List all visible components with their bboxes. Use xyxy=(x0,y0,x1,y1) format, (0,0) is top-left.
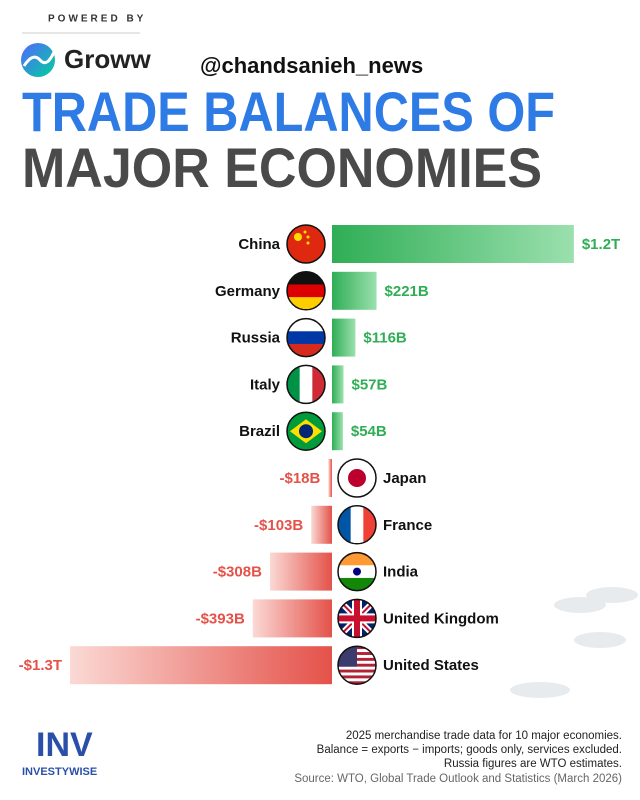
category-label: Italy xyxy=(250,376,281,393)
brand-icon-line xyxy=(22,51,56,67)
flag-border xyxy=(286,364,326,405)
bar xyxy=(332,365,344,404)
bar xyxy=(332,271,377,310)
value-label: $57B xyxy=(351,376,387,393)
chart: $1.2T China $221B Germany $116B Russia $57B Ita… xyxy=(19,224,620,685)
category-label: United Kingdom xyxy=(383,610,499,627)
logo-text: INVESTYWISE xyxy=(22,766,97,778)
flag xyxy=(338,459,376,497)
flag-part xyxy=(348,469,366,487)
bar xyxy=(332,225,574,263)
category-label: China xyxy=(238,236,280,253)
flag-part xyxy=(353,567,361,576)
bar xyxy=(70,646,332,685)
flag-part xyxy=(338,672,376,676)
category-label: United States xyxy=(383,657,479,674)
flag-part xyxy=(338,675,376,679)
category-label: Brazil xyxy=(239,423,280,440)
value-label: -$18B xyxy=(280,470,321,487)
bar xyxy=(269,552,332,591)
flag-part xyxy=(299,365,313,404)
bar xyxy=(332,412,343,451)
flag xyxy=(338,599,376,638)
value-label: -$1.3T xyxy=(19,657,62,674)
footnote: Russia figures are WTO estimates. xyxy=(444,758,622,770)
category-label: India xyxy=(383,564,419,581)
flag-border xyxy=(286,224,326,264)
value-label: -$393B xyxy=(196,610,245,627)
flag-part xyxy=(287,331,325,345)
flag-part xyxy=(338,681,376,685)
flag-part xyxy=(294,233,302,241)
value-label: $54B xyxy=(351,423,387,440)
flag-part xyxy=(306,235,310,239)
coins-decoration xyxy=(510,587,638,698)
flag-part xyxy=(350,505,364,544)
flag-border xyxy=(286,317,326,358)
flag-border xyxy=(337,458,377,498)
logo-mark: INV xyxy=(36,726,93,764)
value-label: $1.2T xyxy=(582,236,620,253)
value-label: $116B xyxy=(363,330,407,347)
title-line: MAJOR ECONOMIES xyxy=(22,136,542,199)
title-line: TRADE BALANCES OF xyxy=(22,80,555,143)
bar xyxy=(252,599,332,638)
flag-border xyxy=(286,411,326,451)
flag xyxy=(287,412,325,451)
flag-part xyxy=(354,599,360,638)
flag-part xyxy=(306,241,310,245)
flag-border xyxy=(286,271,326,311)
flag-border xyxy=(337,505,377,545)
footnote: Balance = exports − imports; goods only,… xyxy=(317,744,622,756)
category-label: Germany xyxy=(215,283,281,300)
value-label: $221B xyxy=(385,283,429,300)
footnote: 2025 merchandise trade data for 10 major… xyxy=(346,730,622,742)
bar xyxy=(311,505,332,544)
flag-border xyxy=(337,551,377,592)
handle: @chandsanieh_news xyxy=(200,53,423,78)
value-label: -$103B xyxy=(254,517,303,534)
value-label: -$308B xyxy=(213,564,262,581)
flag-part xyxy=(299,424,313,439)
flag-border xyxy=(337,645,377,685)
flag-part xyxy=(338,666,376,670)
powered-by: POWERED BY xyxy=(48,14,146,25)
category-label: Russia xyxy=(231,330,281,347)
flag-part xyxy=(303,230,307,234)
flag-border xyxy=(337,598,377,639)
category-label: France xyxy=(383,517,432,534)
flag xyxy=(287,225,325,263)
category-label: Japan xyxy=(383,470,426,487)
bar xyxy=(332,318,356,357)
source: Source: WTO, Global Trade Outlook and St… xyxy=(294,773,622,785)
brand-name: Groww xyxy=(64,44,151,74)
flag-part xyxy=(338,678,376,682)
bar xyxy=(328,459,332,497)
flag-part xyxy=(338,669,376,673)
flag-part xyxy=(287,284,325,298)
